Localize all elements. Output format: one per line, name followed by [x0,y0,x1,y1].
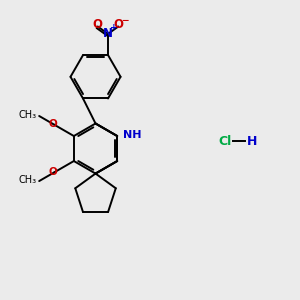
Text: NH: NH [122,130,141,140]
Text: O: O [49,167,57,177]
Text: CH₃: CH₃ [19,176,37,185]
Text: −: − [121,16,129,25]
Text: O: O [49,119,57,129]
Text: O: O [113,18,123,31]
Text: +: + [110,23,117,32]
Text: Cl: Cl [218,135,232,148]
Text: CH₃: CH₃ [19,110,37,120]
Text: H: H [246,135,257,148]
Text: O: O [93,18,103,31]
Text: N: N [103,27,113,40]
